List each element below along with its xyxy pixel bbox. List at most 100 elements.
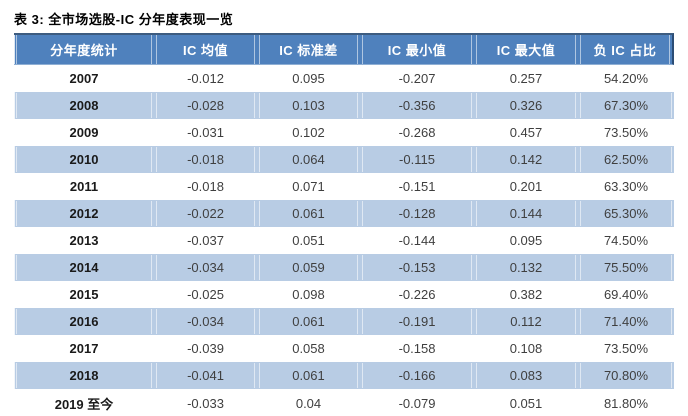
cell-value: 69.40% <box>580 282 672 307</box>
cell-value: 70.80% <box>580 363 672 388</box>
table-row: 2013 -0.037 0.051 -0.144 0.095 74.50% <box>14 227 674 254</box>
cell-year: 2015 <box>14 281 154 308</box>
table-row: 2011 -0.018 0.071 -0.151 0.201 63.30% <box>14 173 674 200</box>
cell-ic-max: 0.112 <box>474 308 578 335</box>
cell-value: 0.051 <box>476 391 576 416</box>
ic-yearly-performance-table: 分年度统计 IC 均值 IC 标准差 IC 最小值 IC 最大值 负 IC 占比… <box>14 33 674 416</box>
cell-value: 2007 <box>16 66 152 91</box>
cell-value: -0.039 <box>156 336 255 361</box>
cell-value: 2009 <box>16 120 152 145</box>
cell-ic-mean: -0.037 <box>154 227 257 254</box>
cell-ic-mean: -0.034 <box>154 308 257 335</box>
cell-value: 0.04 <box>259 391 358 416</box>
cell-ic-std: 0.061 <box>257 308 360 335</box>
cell-value: 0.061 <box>259 201 358 226</box>
cell-ic-std: 0.064 <box>257 146 360 173</box>
header-label: IC 均值 <box>156 35 255 64</box>
table-row: 2009 -0.031 0.102 -0.268 0.457 73.50% <box>14 119 674 146</box>
table-row: 2016 -0.034 0.061 -0.191 0.112 71.40% <box>14 308 674 335</box>
cell-neg-ic-ratio: 69.40% <box>578 281 674 308</box>
cell-value: 73.50% <box>580 120 672 145</box>
cell-year: 2011 <box>14 173 154 200</box>
cell-ic-std: 0.071 <box>257 173 360 200</box>
cell-value: -0.191 <box>362 309 472 334</box>
cell-value: 75.50% <box>580 255 672 280</box>
cell-ic-min: -0.356 <box>360 92 474 119</box>
cell-year: 2009 <box>14 119 154 146</box>
cell-value: 0.102 <box>259 120 358 145</box>
cell-ic-max: 0.326 <box>474 92 578 119</box>
cell-value: 74.50% <box>580 228 672 253</box>
cell-ic-max: 0.132 <box>474 254 578 281</box>
cell-value: 2008 <box>16 93 152 118</box>
cell-ic-min: -0.191 <box>360 308 474 335</box>
cell-value: -0.115 <box>362 147 472 172</box>
cell-year: 2014 <box>14 254 154 281</box>
cell-value: 71.40% <box>580 309 672 334</box>
cell-ic-mean: -0.041 <box>154 362 257 389</box>
header-neg-ic-ratio: 负 IC 占比 <box>578 33 674 65</box>
cell-value: -0.226 <box>362 282 472 307</box>
cell-year: 2018 <box>14 362 154 389</box>
cell-neg-ic-ratio: 70.80% <box>578 362 674 389</box>
cell-value: -0.018 <box>156 147 255 172</box>
cell-neg-ic-ratio: 81.80% <box>578 389 674 416</box>
cell-value: 62.50% <box>580 147 672 172</box>
cell-value: 2012 <box>16 201 152 226</box>
cell-neg-ic-ratio: 62.50% <box>578 146 674 173</box>
cell-value: 0.098 <box>259 282 358 307</box>
cell-ic-mean: -0.031 <box>154 119 257 146</box>
cell-value: 2010 <box>16 147 152 172</box>
cell-value: 0.095 <box>476 228 576 253</box>
cell-ic-mean: -0.033 <box>154 389 257 416</box>
report-table-page: 表 3: 全市场选股-IC 分年度表现一览 分年度统计 IC 均值 IC 标准差… <box>0 9 688 416</box>
cell-ic-min: -0.079 <box>360 389 474 416</box>
table-row: 2010 -0.018 0.064 -0.115 0.142 62.50% <box>14 146 674 173</box>
header-ic-mean: IC 均值 <box>154 33 257 65</box>
table-row: 2014 -0.034 0.059 -0.153 0.132 75.50% <box>14 254 674 281</box>
cell-value: 54.20% <box>580 66 672 91</box>
cell-value: -0.144 <box>362 228 472 253</box>
cell-ic-std: 0.095 <box>257 65 360 92</box>
cell-value: 0.142 <box>476 147 576 172</box>
cell-year: 2012 <box>14 200 154 227</box>
cell-ic-mean: -0.018 <box>154 146 257 173</box>
table-title: 表 3: 全市场选股-IC 分年度表现一览 <box>14 12 234 27</box>
cell-ic-min: -0.153 <box>360 254 474 281</box>
table-row: 2019 至今 -0.033 0.04 -0.079 0.051 81.80% <box>14 389 674 416</box>
table-row: 2015 -0.025 0.098 -0.226 0.382 69.40% <box>14 281 674 308</box>
cell-ic-mean: -0.025 <box>154 281 257 308</box>
cell-value: 0.201 <box>476 174 576 199</box>
cell-ic-max: 0.257 <box>474 65 578 92</box>
cell-ic-max: 0.144 <box>474 200 578 227</box>
cell-value: 0.326 <box>476 93 576 118</box>
cell-ic-std: 0.061 <box>257 200 360 227</box>
cell-ic-std: 0.051 <box>257 227 360 254</box>
header-label: 分年度统计 <box>16 35 152 64</box>
cell-neg-ic-ratio: 54.20% <box>578 65 674 92</box>
cell-ic-min: -0.166 <box>360 362 474 389</box>
cell-value: 0.051 <box>259 228 358 253</box>
cell-value: -0.166 <box>362 363 472 388</box>
cell-value: 0.103 <box>259 93 358 118</box>
cell-value: 2018 <box>16 363 152 388</box>
cell-value: 2016 <box>16 309 152 334</box>
cell-value: -0.079 <box>362 391 472 416</box>
cell-neg-ic-ratio: 73.50% <box>578 119 674 146</box>
cell-year: 2007 <box>14 65 154 92</box>
cell-value: 0.144 <box>476 201 576 226</box>
table-row: 2008 -0.028 0.103 -0.356 0.326 67.30% <box>14 92 674 119</box>
cell-ic-max: 0.201 <box>474 173 578 200</box>
cell-value: -0.034 <box>156 309 255 334</box>
cell-neg-ic-ratio: 74.50% <box>578 227 674 254</box>
table-row: 2007 -0.012 0.095 -0.207 0.257 54.20% <box>14 65 674 92</box>
cell-value: -0.356 <box>362 93 472 118</box>
table-header: 分年度统计 IC 均值 IC 标准差 IC 最小值 IC 最大值 负 IC 占比 <box>14 33 674 65</box>
cell-value: 63.30% <box>580 174 672 199</box>
cell-ic-max: 0.051 <box>474 389 578 416</box>
header-label: 负 IC 占比 <box>580 35 670 64</box>
cell-value: 0.457 <box>476 120 576 145</box>
cell-ic-std: 0.058 <box>257 335 360 362</box>
cell-value: 2015 <box>16 282 152 307</box>
cell-ic-mean: -0.039 <box>154 335 257 362</box>
